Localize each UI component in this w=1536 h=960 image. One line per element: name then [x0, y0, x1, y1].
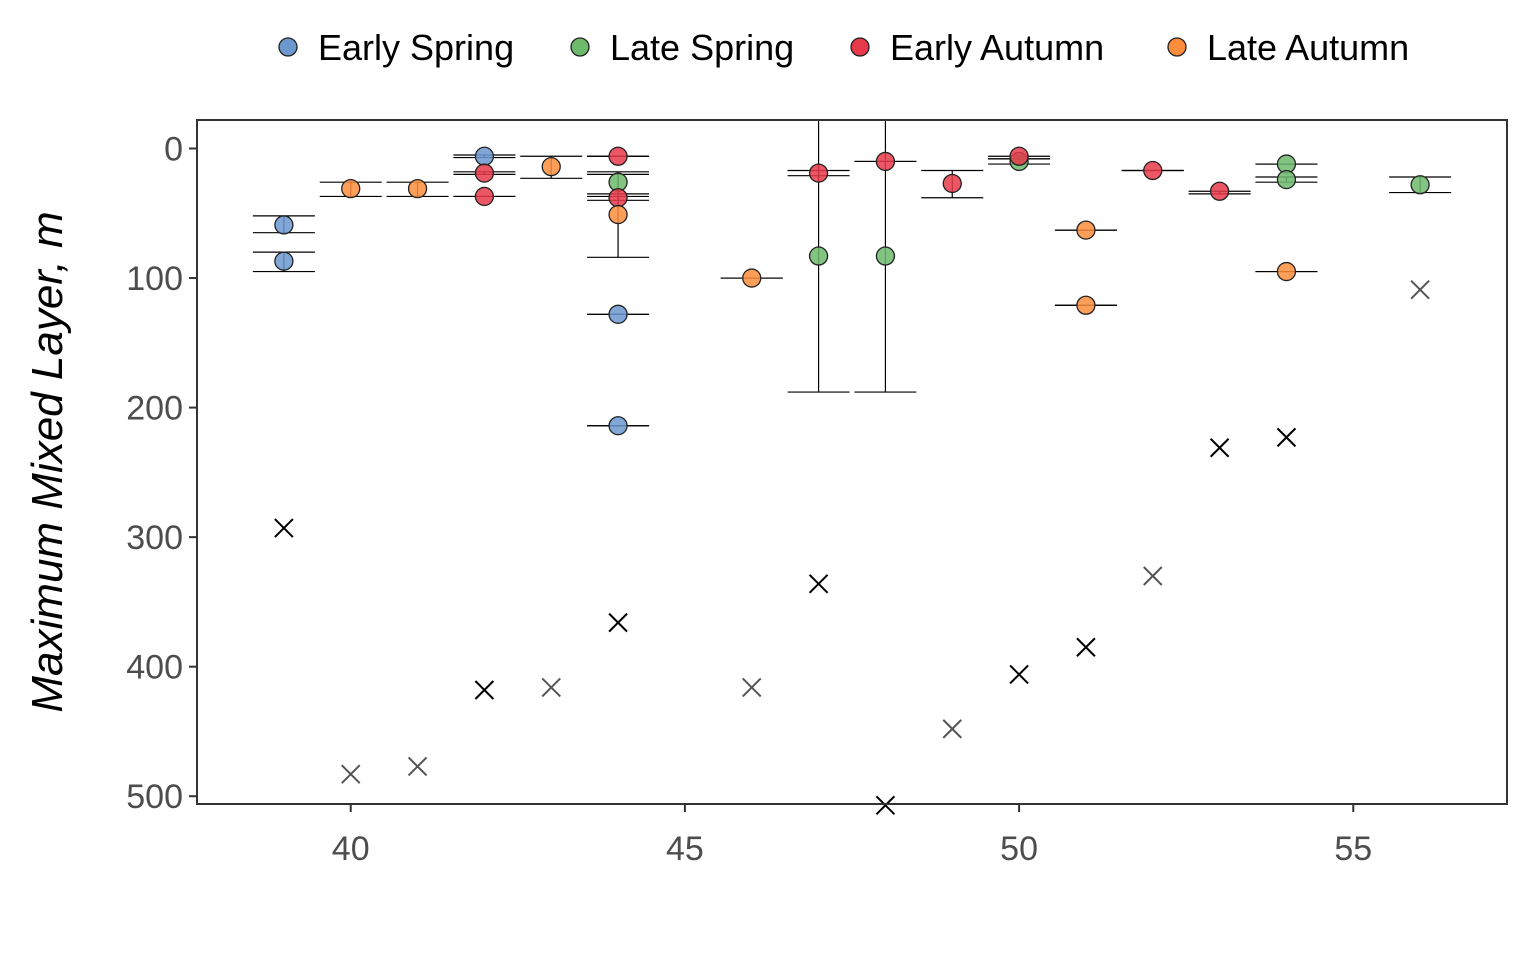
y-tick-label: 400	[126, 649, 183, 687]
cross-marker	[474, 680, 495, 700]
x-tick-label: 40	[332, 830, 370, 868]
x-tick-label: 55	[1334, 830, 1372, 868]
cross-stroke	[808, 574, 829, 594]
legend-item: Late Spring	[570, 27, 794, 68]
point-late-autumn	[407, 179, 428, 199]
point-early-autumn	[608, 146, 628, 166]
point-late-spring	[808, 246, 829, 266]
x-tick-label: 50	[1000, 830, 1038, 868]
point-early-autumn	[474, 186, 495, 207]
point-late-spring	[875, 246, 896, 266]
legend: Early Spring Late Spring Early Autumn Late …	[278, 27, 1409, 68]
cross-marker	[341, 764, 361, 784]
cross-marker	[808, 574, 829, 594]
x-axis: 40 45 50 55	[332, 804, 1372, 868]
cross-stroke	[1009, 664, 1029, 685]
point-early-autumn	[1209, 181, 1230, 201]
cross-marker	[875, 795, 896, 816]
cross-marker	[742, 677, 762, 698]
cross-stroke	[1410, 279, 1430, 300]
point-late-autumn	[541, 156, 561, 177]
point-early-spring	[274, 215, 294, 235]
legend-label: Early Spring	[318, 27, 514, 68]
legend-swatch	[1167, 37, 1187, 57]
plot-panel-border	[196, 119, 1508, 805]
cross-stroke	[1076, 637, 1096, 657]
cross-stroke	[541, 677, 561, 698]
cross-marker	[541, 677, 561, 698]
point-late-autumn	[1076, 295, 1096, 315]
point-late-spring	[1276, 169, 1297, 190]
point-late-autumn	[1276, 261, 1297, 282]
legend-label: Early Autumn	[890, 27, 1104, 68]
legend-swatch	[850, 37, 870, 57]
cross-stroke	[1209, 438, 1230, 458]
cross-marker	[942, 719, 962, 739]
y-tick-label: 100	[126, 260, 183, 298]
cross-stroke	[274, 518, 294, 538]
point-early-spring	[474, 146, 495, 166]
point-early-spring	[608, 416, 628, 436]
marks-layer	[252, 119, 1452, 816]
legend-label: Late Autumn	[1207, 27, 1409, 68]
cross-stroke	[742, 677, 762, 698]
cross-marker	[407, 756, 428, 777]
point-early-spring	[608, 304, 628, 324]
legend-swatch	[570, 37, 590, 57]
legend-item: Early Autumn	[850, 27, 1104, 68]
cross-marker	[608, 612, 628, 633]
point-late-autumn	[1076, 220, 1096, 240]
cross-marker	[1276, 427, 1297, 448]
point-early-spring	[274, 251, 294, 271]
cross-stroke	[1143, 566, 1163, 586]
point-early-autumn	[1009, 146, 1029, 166]
cross-stroke	[341, 764, 361, 784]
y-tick-label: 500	[126, 778, 183, 816]
cross-stroke	[474, 680, 495, 700]
point-early-autumn	[474, 163, 495, 183]
cross-stroke	[875, 795, 896, 816]
cross-stroke	[608, 612, 628, 633]
y-axis: 0 100 200 300 400 500	[126, 131, 197, 816]
cross-marker	[1410, 279, 1430, 300]
cross-marker	[1076, 637, 1096, 657]
x-tick-label: 45	[666, 830, 704, 868]
cross-stroke	[407, 756, 428, 777]
point-late-autumn	[341, 179, 361, 199]
point-early-autumn	[1143, 160, 1163, 181]
cross-marker	[1009, 664, 1029, 685]
cross-marker	[1143, 566, 1163, 586]
point-early-autumn	[608, 188, 628, 208]
cross-stroke	[1276, 427, 1297, 448]
legend-label: Late Spring	[610, 27, 794, 68]
point-late-autumn	[742, 268, 762, 288]
y-axis-title: Maximum Mixed Layer, m	[23, 211, 72, 712]
point-early-autumn	[808, 163, 829, 183]
legend-item: Late Autumn	[1167, 27, 1409, 68]
cross-stroke	[942, 719, 962, 739]
point-late-spring	[1410, 175, 1430, 195]
legend-swatch	[278, 37, 298, 57]
cross-marker	[274, 518, 294, 538]
point-early-autumn	[875, 151, 896, 172]
legend-item: Early Spring	[278, 27, 514, 68]
y-tick-label: 300	[126, 519, 183, 557]
point-early-autumn	[942, 173, 962, 194]
y-tick-label: 200	[126, 390, 183, 428]
y-tick-label: 0	[164, 131, 183, 169]
cross-marker	[1209, 438, 1230, 458]
point-late-autumn	[608, 204, 628, 225]
